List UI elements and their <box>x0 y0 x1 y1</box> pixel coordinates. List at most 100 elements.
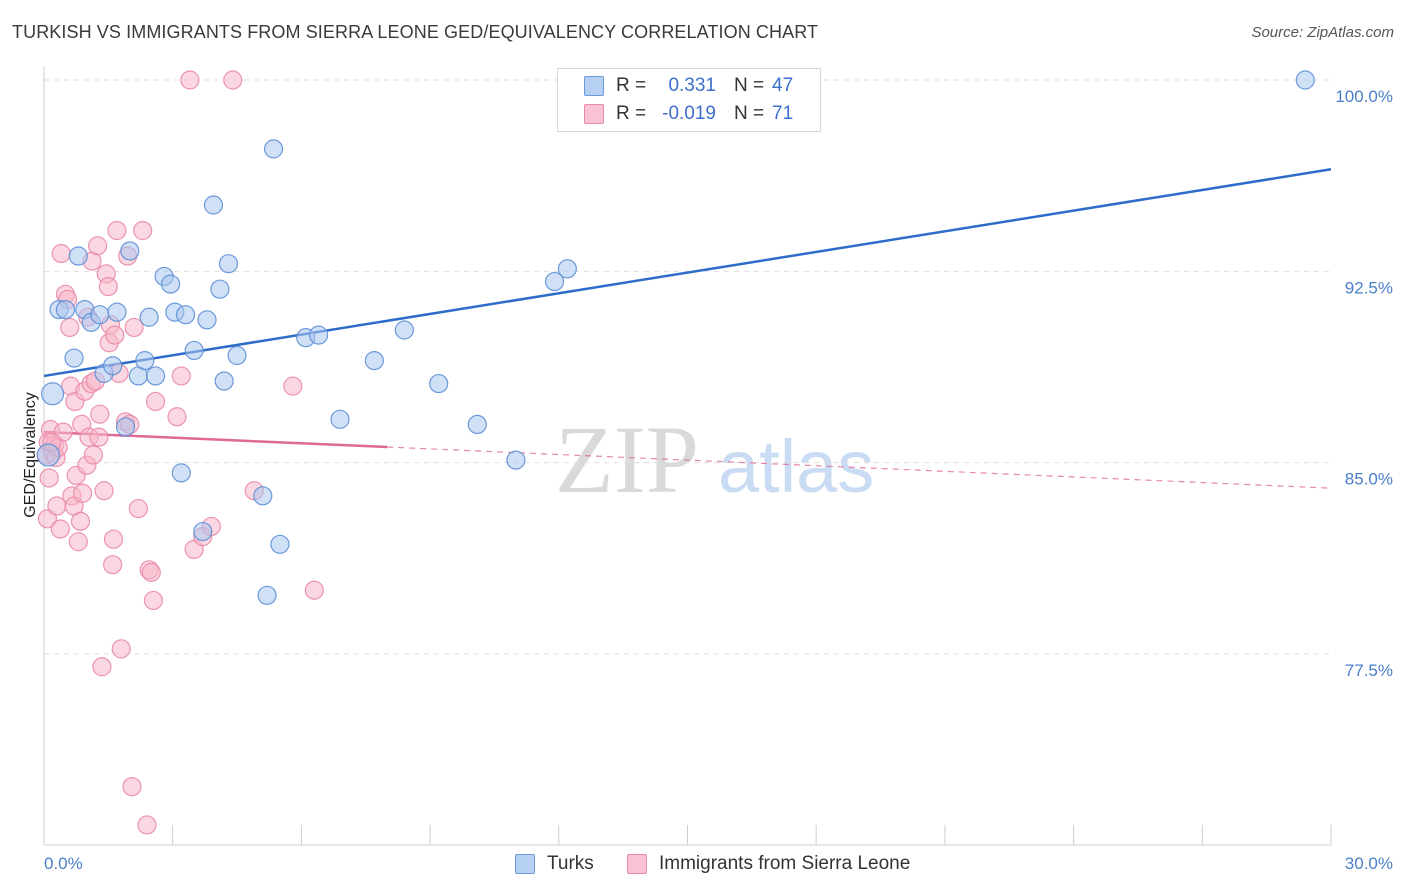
x-tick-label: 0.0% <box>44 854 83 873</box>
sierra-leone-point <box>128 498 148 519</box>
y-tick-label: 77.5% <box>1345 661 1393 680</box>
legend-r-label: R = <box>616 103 647 124</box>
turks-point <box>253 486 273 506</box>
tick-labels: 77.5% 85.0% 92.5% 100.0% 0.0% 30.0% <box>44 87 1393 873</box>
y-axis-title: GED/Equivalency <box>22 392 39 517</box>
turks-point <box>145 366 166 386</box>
legend-n-label: N = <box>734 75 765 96</box>
sierra-leone-point <box>111 639 131 659</box>
sierra-leone-point <box>98 277 118 297</box>
legend-n-value-sierra-leone: 71 <box>772 103 794 124</box>
sierra-leone-point <box>124 317 144 338</box>
turks-point <box>55 300 76 320</box>
sierra-leone-point <box>50 519 70 539</box>
sierra-leone-point <box>167 407 187 427</box>
sierra-leone-point <box>145 391 166 412</box>
turks-point <box>308 325 329 345</box>
turks-point <box>429 373 449 394</box>
turks-swatch <box>515 854 535 874</box>
turks-point <box>139 307 159 327</box>
turks-point <box>364 351 384 371</box>
turks-point <box>263 139 284 159</box>
y-tick-label: 92.5% <box>1345 278 1393 297</box>
legend-r-value-sierra-leone: -0.019 <box>662 103 716 124</box>
watermark: ZIP atlas <box>555 406 874 513</box>
sierra-leone-point <box>141 562 161 582</box>
sierra-leone-point <box>68 532 88 552</box>
sierra-leone-point <box>88 236 108 256</box>
legend-label-sierra-leone: Immigrants from Sierra Leone <box>659 853 911 874</box>
legend-label-turks: Turks <box>547 853 594 874</box>
legend-row-sierra-leone: R = -0.019 N = 71 <box>558 100 820 128</box>
turks-point <box>557 259 577 279</box>
source-note: Source: ZipAtlas.com <box>1251 24 1394 41</box>
x-tick-label: 30.0% <box>1345 854 1393 873</box>
watermark-atlas: atlas <box>718 425 874 508</box>
legend-n-value-turks: 47 <box>772 75 794 96</box>
turks-point <box>40 382 65 406</box>
turks-point <box>36 443 60 467</box>
sierra-leone-point <box>83 445 103 465</box>
sierra-leone-point <box>143 590 163 611</box>
sierra-leone-point <box>171 366 191 386</box>
turks-swatch <box>584 76 604 96</box>
sierra-leone-point <box>107 220 127 241</box>
turks-point <box>210 279 230 299</box>
sierra-leone-point <box>39 468 59 488</box>
sierra-leone-point <box>180 70 200 90</box>
turks-point <box>171 463 191 483</box>
legend-row-turks: R = 0.331 N = 47 <box>558 72 820 100</box>
sierra-leone-point <box>60 317 80 338</box>
turks-point <box>103 356 123 376</box>
turks-point <box>257 585 277 605</box>
series-legend: Turks Immigrants from Sierra Leone <box>0 852 1406 878</box>
sierra-leone-trend-extension <box>387 446 1332 489</box>
turks-point <box>115 417 136 437</box>
turks-point <box>506 450 526 470</box>
sierra-leone-point <box>90 404 110 424</box>
turks-point <box>270 534 290 554</box>
sierra-leone-point <box>94 481 114 501</box>
sierra-leone-point <box>283 376 303 396</box>
turks-point <box>90 305 110 325</box>
turks-point <box>227 345 247 366</box>
turks-point <box>330 409 350 429</box>
turks-point <box>467 414 487 434</box>
sierra-leone-swatch <box>627 854 647 874</box>
turks-point <box>197 310 217 330</box>
sierra-leone-point <box>73 483 93 503</box>
turks-point <box>68 246 88 266</box>
sierra-leone-point <box>137 815 157 835</box>
turks-point <box>203 195 224 215</box>
turks-point <box>135 351 155 371</box>
y-tick-label: 85.0% <box>1345 470 1393 489</box>
sierra-leone-point <box>70 511 91 531</box>
legend-r-label: R = <box>616 75 647 96</box>
turks-point <box>64 348 84 368</box>
sierra-leone-point <box>51 243 71 264</box>
sierra-leone-point <box>89 427 109 447</box>
legend-r-value-turks: 0.331 <box>668 75 716 96</box>
turks-point <box>175 305 196 325</box>
turks-point <box>120 241 140 261</box>
turks-point <box>107 302 127 322</box>
legend-n-label: N = <box>734 103 765 124</box>
y-tick-label: 100.0% <box>1335 87 1393 106</box>
sierra-leone-point <box>223 70 243 90</box>
turks-trend-line <box>43 168 1332 378</box>
turks-point <box>1295 70 1315 90</box>
turks-point <box>394 320 414 340</box>
sierra-leone-point <box>37 509 58 529</box>
turks-point <box>184 340 204 361</box>
sierra-leone-point <box>122 777 142 797</box>
correlation-legend: R = 0.331 N = 47 R = -0.019 N = 71 <box>557 68 821 132</box>
sierra-leone-point <box>304 580 324 600</box>
data-points <box>36 70 1315 835</box>
turks-point <box>160 274 181 294</box>
sierra-leone-point <box>103 555 123 575</box>
turks-point <box>214 371 234 391</box>
sierra-leone-point <box>103 529 124 549</box>
sierra-leone-point <box>105 325 125 345</box>
turks-point <box>218 254 239 274</box>
